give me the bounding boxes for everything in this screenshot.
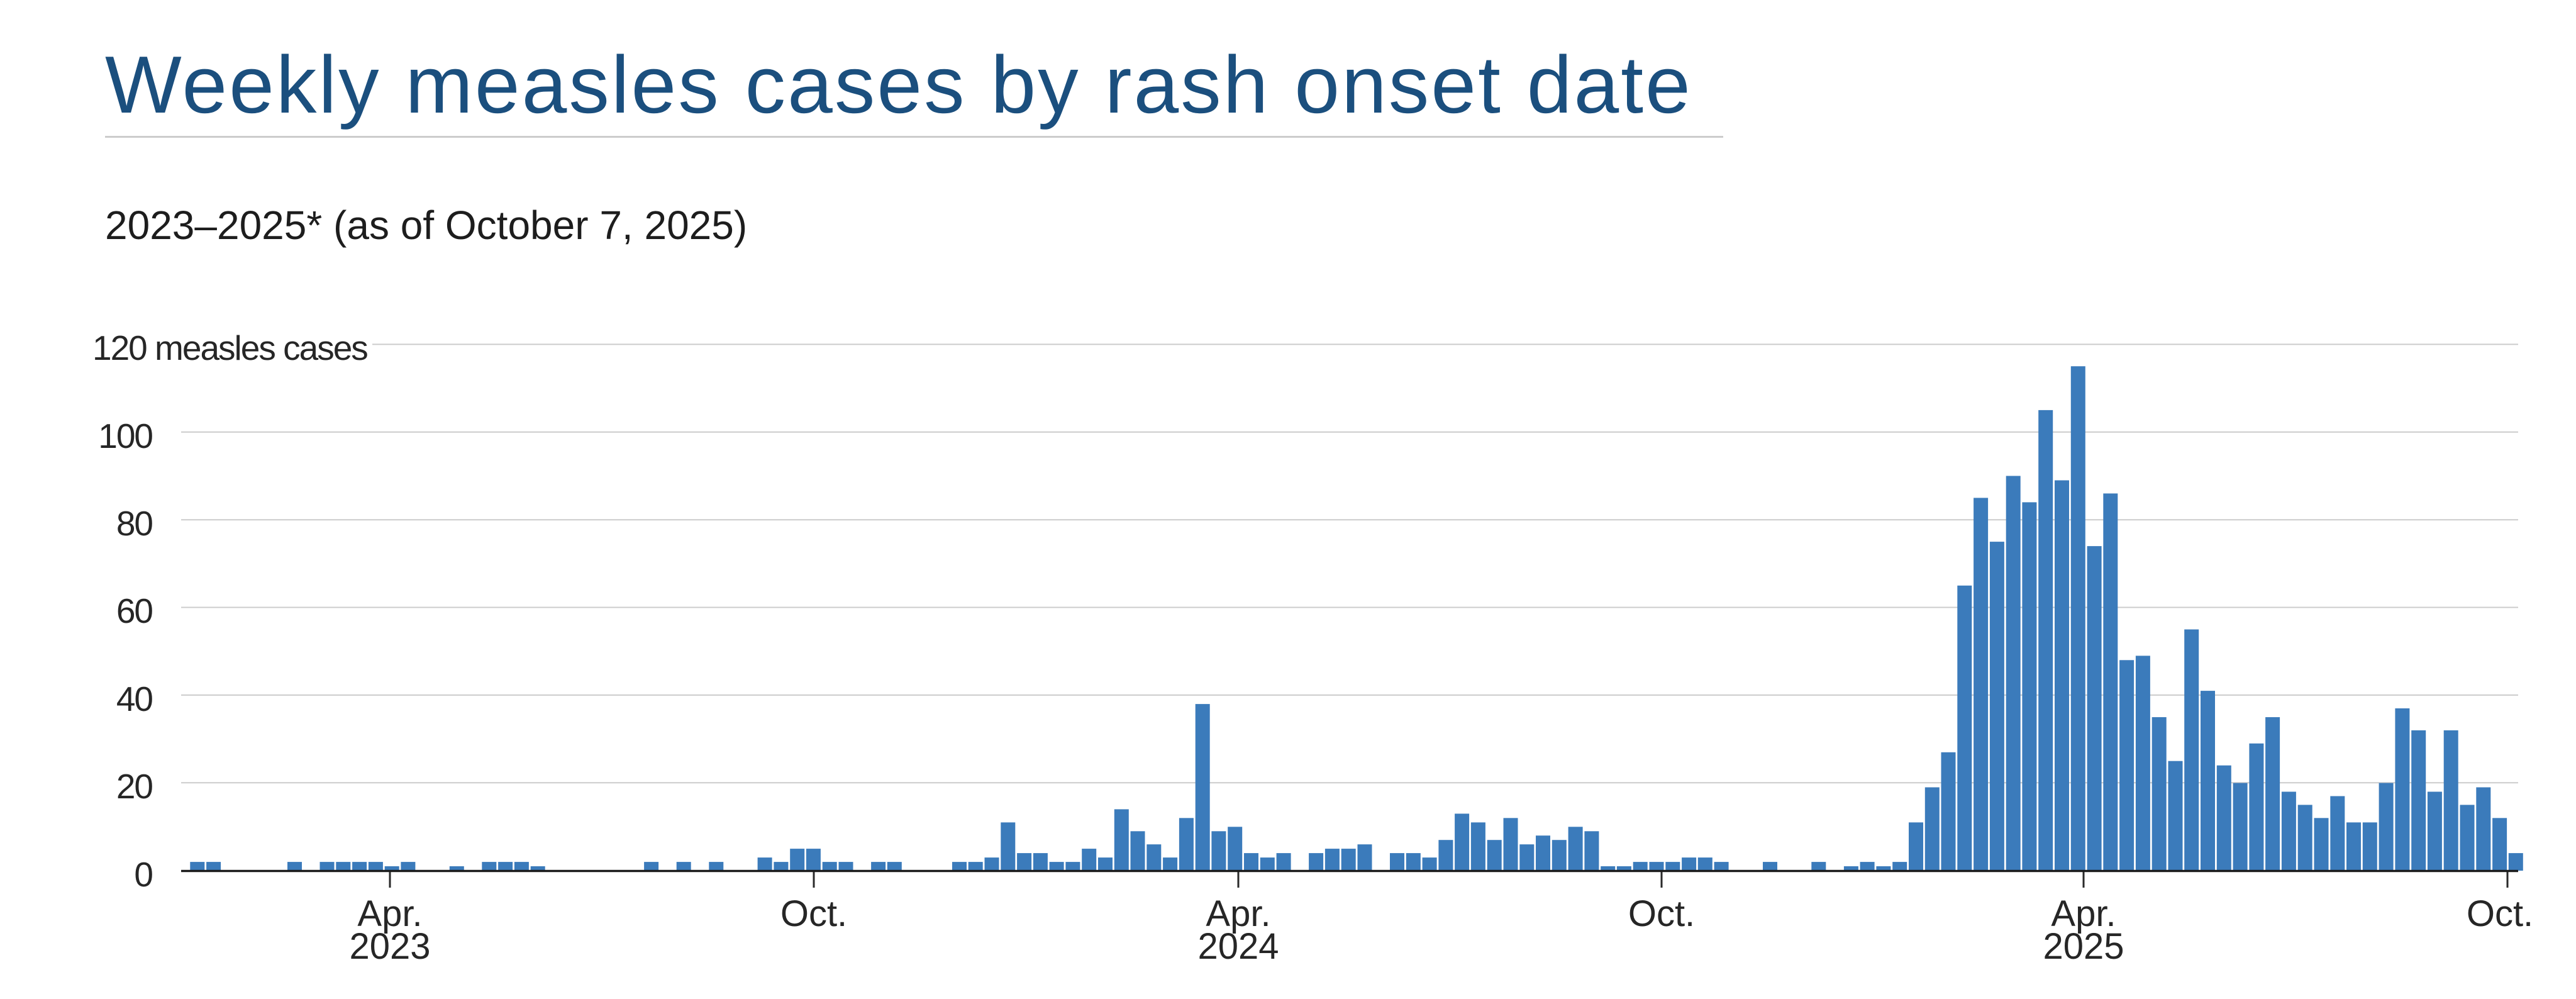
svg-text:2025: 2025 <box>2043 926 2124 967</box>
svg-text:Apr.: Apr. <box>357 893 422 934</box>
svg-text:Oct.: Oct. <box>1628 893 1695 934</box>
svg-text:Oct.: Oct. <box>2467 893 2533 934</box>
svg-text:Apr.: Apr. <box>1206 893 1270 934</box>
svg-text:40: 40 <box>116 679 153 718</box>
svg-text:20: 20 <box>116 767 153 806</box>
svg-text:2023: 2023 <box>349 926 430 967</box>
svg-text:80: 80 <box>116 504 153 543</box>
svg-text:60: 60 <box>116 591 153 630</box>
svg-text:Apr.: Apr. <box>2051 893 2116 934</box>
svg-text:120 measles cases: 120 measles cases <box>92 328 367 367</box>
svg-text:0: 0 <box>134 855 152 894</box>
svg-text:2024: 2024 <box>1197 926 1279 967</box>
svg-text:Oct.: Oct. <box>780 893 847 934</box>
svg-text:100: 100 <box>98 416 152 455</box>
